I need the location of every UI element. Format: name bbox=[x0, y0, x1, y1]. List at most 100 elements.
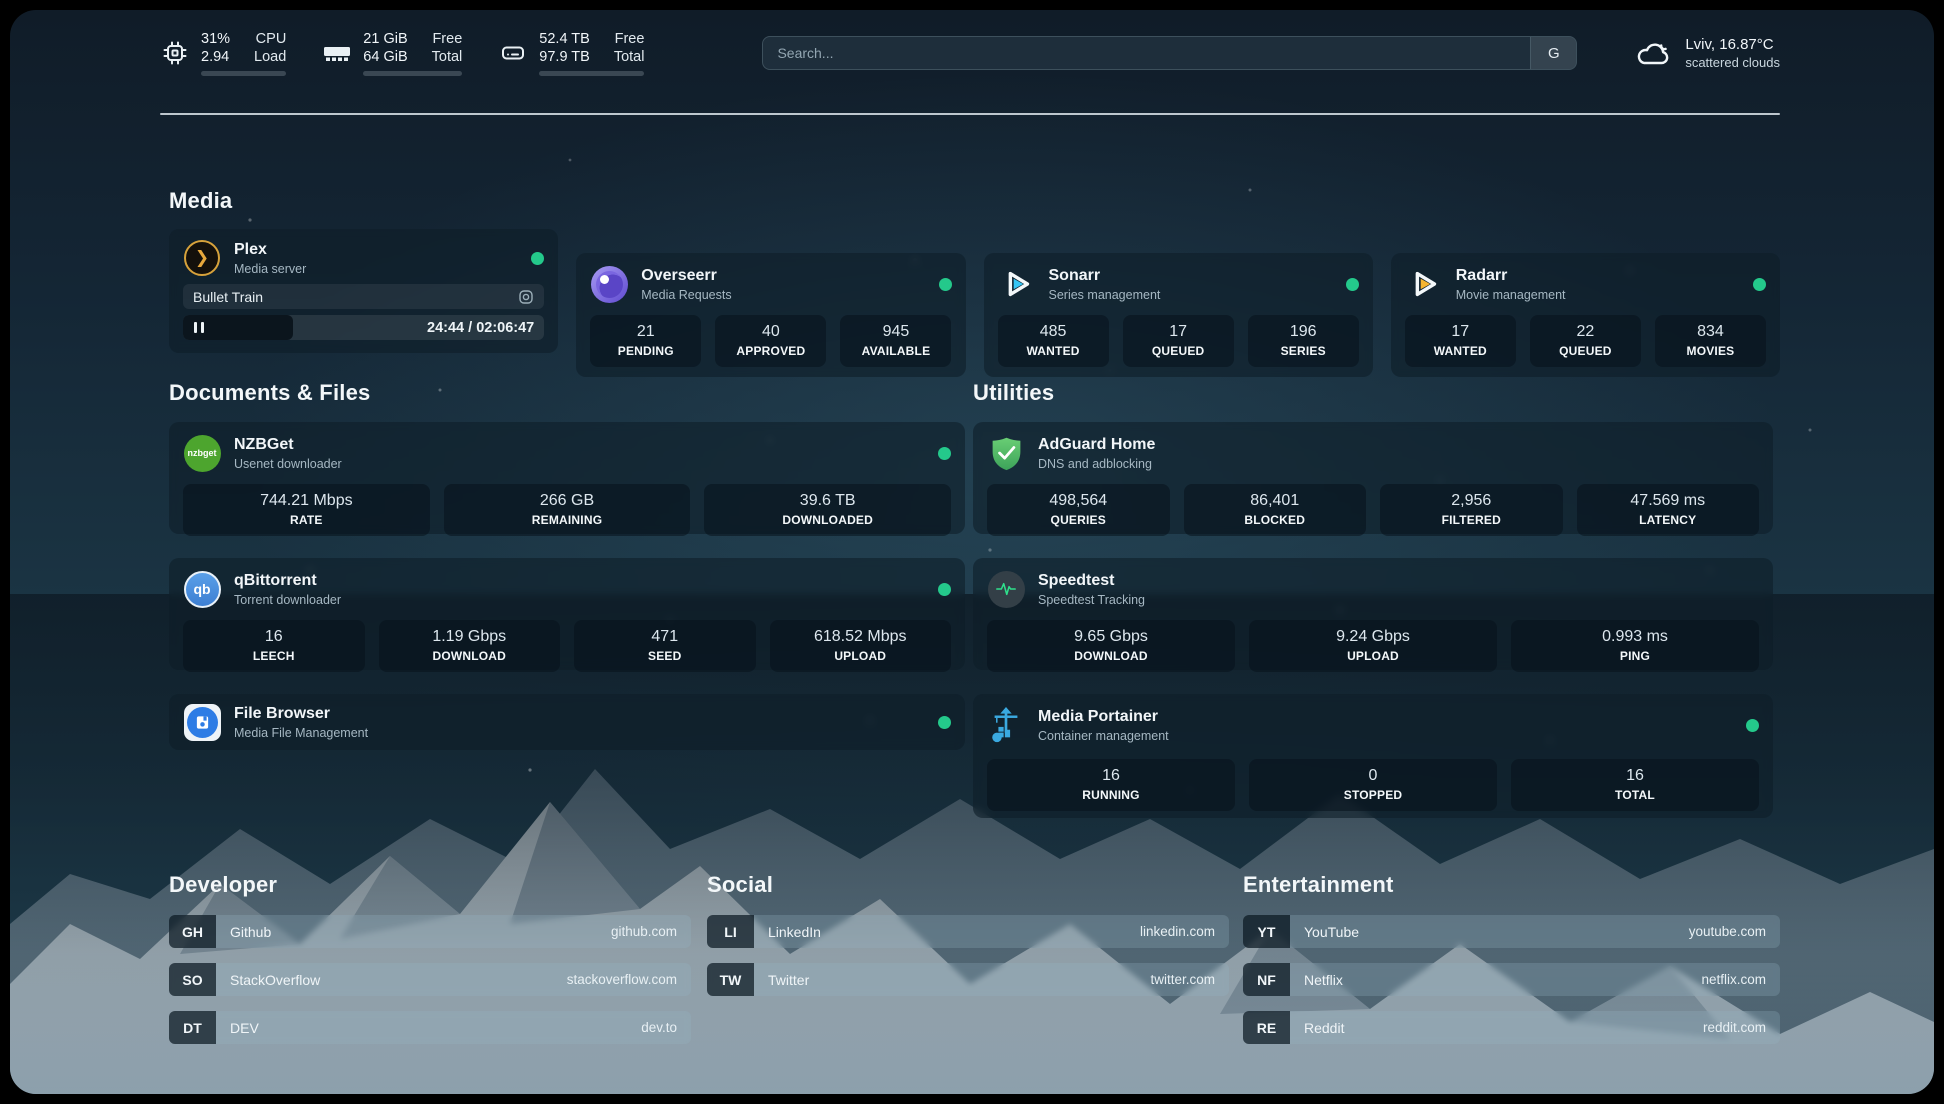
stat-label: QUERIES bbox=[1050, 513, 1106, 527]
link-row-twitter[interactable]: TW Twitter twitter.com bbox=[707, 963, 1229, 996]
stat-label: TOTAL bbox=[1615, 788, 1655, 802]
stat-value: 22 bbox=[1576, 323, 1595, 340]
stat-tile: 86,401 BLOCKED bbox=[1183, 484, 1366, 536]
stat-tile: 16 TOTAL bbox=[1511, 759, 1759, 811]
session-icon bbox=[518, 289, 534, 305]
link-domain: dev.to bbox=[641, 1020, 677, 1035]
stat-value: 945 bbox=[882, 323, 910, 340]
card-plex[interactable]: ❯ Plex Media server Bullet Train bbox=[169, 229, 559, 353]
stat-label: SEED bbox=[648, 649, 682, 663]
section-title-utilities: Utilities bbox=[973, 380, 1055, 405]
cpu-load-value: 2.94 bbox=[201, 49, 230, 65]
app-name: File Browser bbox=[234, 704, 331, 722]
stat-label: UPLOAD bbox=[834, 649, 887, 663]
stat-tile: 9.24 Gbps UPLOAD bbox=[1249, 620, 1497, 672]
app-name: Sonarr bbox=[1048, 266, 1101, 284]
now-playing-row: Bullet Train bbox=[183, 284, 545, 309]
playback-progress-row: 24:44 / 02:06:47 bbox=[183, 315, 545, 340]
memory-free-value: 21 GiB bbox=[363, 31, 408, 47]
link-row-stackoverflow[interactable]: SO StackOverflow stackoverflow.com bbox=[169, 963, 691, 996]
app-name: Speedtest bbox=[1038, 571, 1115, 589]
card-filebrowser[interactable]: File Browser Media File Management bbox=[169, 694, 965, 750]
stat-tile: 39.6 TB DOWNLOADED bbox=[704, 484, 952, 536]
link-row-reddit[interactable]: RE Reddit reddit.com bbox=[1243, 1011, 1780, 1044]
link-row-github[interactable]: GH Github github.com bbox=[169, 915, 691, 948]
app-subtitle: Media File Management bbox=[234, 725, 369, 740]
weather-condition: scattered clouds bbox=[1685, 55, 1780, 70]
stat-value: 266 GB bbox=[539, 492, 595, 509]
section-documents-files: Documents & Files nzbget NZBGet Usenet d… bbox=[169, 380, 965, 750]
pause-button[interactable] bbox=[183, 315, 293, 340]
search-input[interactable] bbox=[763, 37, 1531, 69]
stat-label: QUEUED bbox=[1559, 344, 1612, 358]
stat-value: 17 bbox=[1169, 323, 1188, 340]
card-qbittorrent[interactable]: qb qBittorrent Torrent downloader 16 LEE… bbox=[169, 558, 965, 672]
card-speedtest[interactable]: Speedtest Speedtest Tracking 9.65 Gbps D… bbox=[973, 558, 1773, 672]
stat-label: DOWNLOAD bbox=[1074, 649, 1148, 663]
card-overseerr[interactable]: Overseerr Media Requests 21 PENDING 40 A… bbox=[576, 253, 966, 377]
stat-tile: 266 GB REMAINING bbox=[443, 484, 691, 536]
link-name: Netflix bbox=[1304, 971, 1343, 988]
search-engine-button[interactable]: G bbox=[1530, 37, 1577, 69]
stat-tile: 485 WANTED bbox=[997, 315, 1109, 367]
card-sonarr[interactable]: Sonarr Series management 485 WANTED 17 Q… bbox=[983, 253, 1373, 377]
stat-tile: 471 SEED bbox=[574, 620, 756, 672]
app-subtitle: Movie management bbox=[1455, 287, 1566, 302]
weather-widget[interactable]: Lviv, 16.87°C scattered clouds bbox=[1633, 36, 1780, 70]
stat-label: LATENCY bbox=[1639, 513, 1697, 527]
app-name: Media Portainer bbox=[1038, 707, 1159, 725]
wallpaper-dark-overlay bbox=[10, 594, 1934, 1094]
stat-value: 9.24 Gbps bbox=[1336, 628, 1410, 645]
status-online-dot bbox=[1746, 718, 1759, 732]
link-abbr-badge: GH bbox=[169, 915, 216, 948]
cpu-usage-value: 31% bbox=[201, 31, 231, 47]
stat-label: PENDING bbox=[617, 344, 674, 358]
speedtest-icon bbox=[987, 570, 1025, 608]
section-entertainment: Entertainment YT YouTube youtube.com NF … bbox=[1243, 872, 1780, 1059]
cpu-progress-track bbox=[201, 71, 287, 76]
app-subtitle: Series management bbox=[1048, 287, 1161, 302]
section-title-entertainment: Entertainment bbox=[1243, 872, 1394, 897]
stat-value: 40 bbox=[761, 323, 780, 340]
stat-tile: 498,564 QUERIES bbox=[987, 484, 1170, 536]
link-row-youtube[interactable]: YT YouTube youtube.com bbox=[1243, 915, 1780, 948]
memory-total-value: 64 GiB bbox=[363, 49, 408, 65]
link-row-linkedin[interactable]: LI LinkedIn linkedin.com bbox=[707, 915, 1229, 948]
memory-icon bbox=[322, 41, 352, 65]
stat-label: PING bbox=[1619, 649, 1651, 663]
stat-label: MOVIES bbox=[1686, 344, 1735, 358]
link-name: DEV bbox=[230, 1019, 259, 1036]
overseerr-icon bbox=[590, 265, 628, 303]
link-name: Github bbox=[230, 923, 272, 940]
stat-value: 16 bbox=[1626, 767, 1644, 784]
card-radarr[interactable]: Radarr Movie management 17 WANTED 22 QUE… bbox=[1390, 253, 1780, 377]
memory-total-label: Total bbox=[431, 49, 463, 65]
link-abbr-badge: DT bbox=[169, 1011, 216, 1044]
card-portainer[interactable]: Media Portainer Container management 16 … bbox=[973, 694, 1773, 818]
section-title-developer: Developer bbox=[169, 872, 278, 897]
stat-tile: 744.21 Mbps RATE bbox=[183, 484, 430, 536]
link-domain: linkedin.com bbox=[1139, 924, 1215, 939]
stat-tile: 9.65 Gbps DOWNLOAD bbox=[987, 620, 1235, 672]
stat-value: 196 bbox=[1289, 323, 1317, 340]
stat-tile: 47.569 ms LATENCY bbox=[1576, 484, 1759, 536]
section-utilities: Utilities AdGuard Home DNS and ad bbox=[973, 380, 1773, 818]
stat-tile: 16 RUNNING bbox=[987, 759, 1235, 811]
disk-free-label: Free bbox=[614, 31, 645, 47]
card-adguard[interactable]: AdGuard Home DNS and adblocking 498,564 … bbox=[973, 422, 1773, 536]
link-row-netflix[interactable]: NF Netflix netflix.com bbox=[1243, 963, 1780, 996]
app-subtitle: Usenet downloader bbox=[234, 456, 342, 471]
header-divider bbox=[160, 113, 1780, 115]
link-domain: youtube.com bbox=[1688, 924, 1766, 939]
stat-label: RATE bbox=[290, 513, 323, 527]
app-name: qBittorrent bbox=[234, 571, 317, 589]
section-social: Social LI LinkedIn linkedin.com TW Twitt… bbox=[707, 872, 1229, 1011]
card-nzbget[interactable]: nzbget NZBGet Usenet downloader 744.21 M… bbox=[169, 422, 965, 536]
stat-value: 834 bbox=[1697, 323, 1724, 340]
stat-label: DOWNLOADED bbox=[782, 513, 874, 527]
stat-label: STOPPED bbox=[1343, 788, 1403, 802]
weather-location-temp: Lviv, 16.87°C bbox=[1685, 36, 1774, 53]
stat-value: 21 bbox=[636, 323, 655, 340]
link-row-dev[interactable]: DT DEV dev.to bbox=[169, 1011, 691, 1044]
stat-label: BLOCKED bbox=[1244, 513, 1306, 527]
